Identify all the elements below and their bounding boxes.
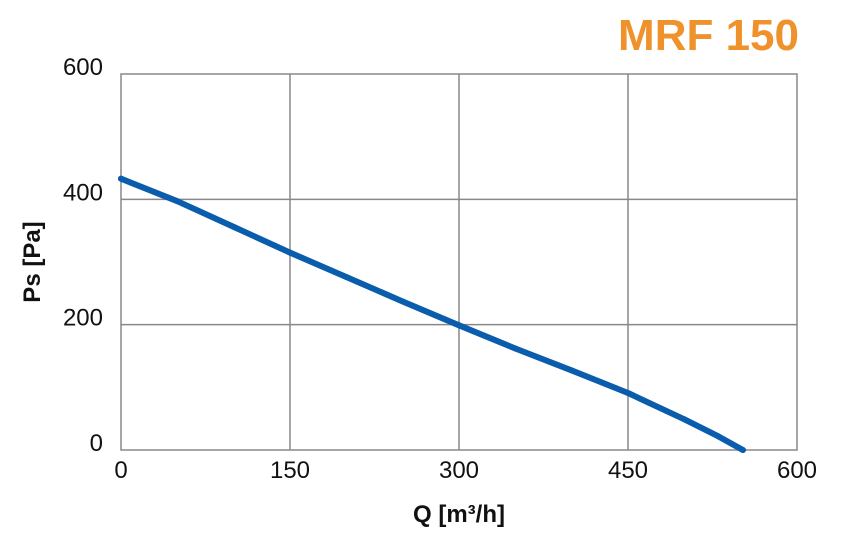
data-point xyxy=(287,249,293,256)
data-point xyxy=(512,345,519,352)
data-point xyxy=(625,389,631,396)
x-tick-label: 300 xyxy=(439,457,479,484)
data-point xyxy=(399,298,406,305)
data-point xyxy=(715,433,722,440)
x-tick-label: 150 xyxy=(270,457,310,484)
data-point xyxy=(118,175,124,182)
x-tick-label: 0 xyxy=(114,457,127,484)
data-point xyxy=(456,322,462,329)
data-point xyxy=(681,416,688,423)
data-point xyxy=(739,447,746,453)
x-tick-label: 600 xyxy=(777,457,817,484)
y-axis-title: Ps [Pa] xyxy=(19,221,46,302)
chart-title: MRF 150 xyxy=(618,11,799,60)
data-point xyxy=(230,223,237,230)
y-tick-label: 200 xyxy=(63,305,103,332)
y-tick-label: 0 xyxy=(90,430,103,457)
x-axis-ticks: 0 150 300 450 600 xyxy=(114,457,817,484)
data-point xyxy=(568,367,575,374)
y-tick-label: 600 xyxy=(63,54,103,81)
x-tick-label: 450 xyxy=(608,457,648,484)
x-axis-title: Q [m³/h] xyxy=(413,501,505,528)
y-tick-label: 400 xyxy=(63,179,103,206)
data-point xyxy=(343,274,350,281)
y-axis-ticks: 0 200 400 600 xyxy=(63,54,103,457)
data-point xyxy=(174,198,181,205)
series-group xyxy=(118,175,746,453)
